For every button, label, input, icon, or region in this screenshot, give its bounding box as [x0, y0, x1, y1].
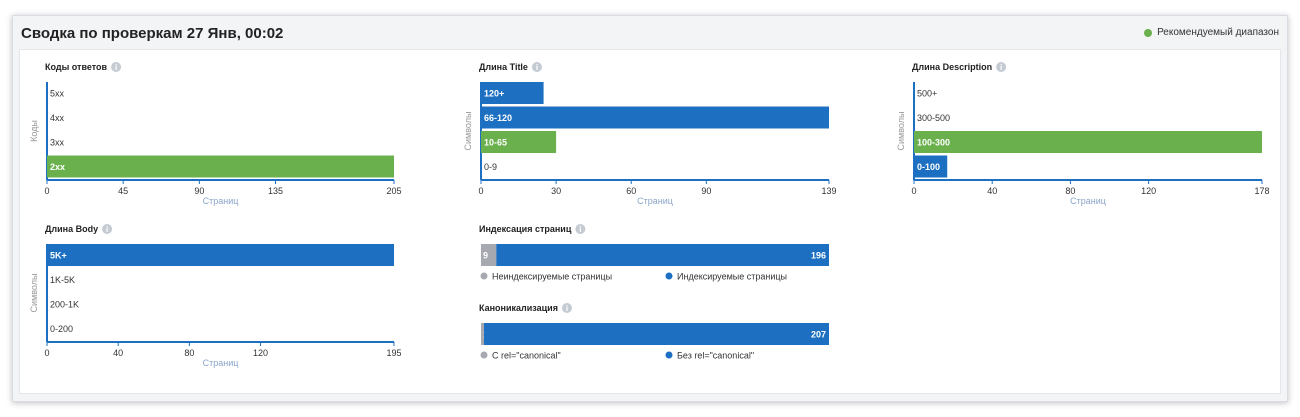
panel-header: Сводка по проверкам 27 Янв, 00:02 Рекоме…	[13, 16, 1287, 50]
charts-area: Коды ответов i Коды 5xx 4xx 3xx 2xx 0 45 90 135 205…	[19, 49, 1281, 394]
legend-dot-icon	[480, 351, 488, 359]
legend-label: С rel="canonical"	[492, 351, 561, 361]
tick-label: 30	[551, 186, 561, 196]
segment-value: 9	[483, 251, 488, 261]
info-icon[interactable]	[996, 62, 1007, 72]
info-icon[interactable]	[102, 224, 113, 234]
tick-label: 0	[44, 348, 49, 358]
tick-label: 0	[44, 186, 49, 196]
legend-label: Индексируемые страницы	[677, 272, 787, 282]
bar-120+[interactable]	[481, 82, 544, 104]
chart-title: Коды ответов	[45, 62, 108, 72]
segment-value: 207	[811, 330, 826, 340]
info-icon-glyph: i	[566, 304, 568, 313]
green-dot-icon	[1144, 28, 1153, 37]
x-axis-label: Страниц	[637, 196, 673, 206]
page-title: Сводка по проверкам 27 Янв, 00:02	[21, 25, 284, 42]
x-axis-label: Страниц	[1070, 196, 1106, 206]
tick-label: 178	[1254, 186, 1269, 196]
y-axis-label: Символы	[896, 112, 906, 151]
recommended-range-legend: Рекомендуемый диапазон	[1144, 27, 1279, 38]
category-label: 0-200	[50, 324, 73, 334]
category-label: 120+	[484, 89, 504, 99]
info-icon-glyph: i	[1000, 63, 1002, 72]
bar-2xx[interactable]	[47, 155, 394, 178]
chart-title: Длина Body	[45, 224, 98, 234]
bar-66-120[interactable]	[481, 106, 829, 129]
stacked-segment[interactable]	[496, 244, 829, 266]
bar-5K+[interactable]	[47, 244, 394, 266]
tick-label: 60	[626, 186, 636, 196]
segment-value: 196	[811, 251, 826, 261]
category-label: 100-300	[917, 138, 950, 148]
info-icon-glyph: i	[106, 225, 108, 234]
info-icon-glyph: i	[579, 225, 581, 234]
bar-0-100[interactable]	[914, 155, 948, 178]
tick-label: 80	[184, 348, 194, 358]
category-label: 4xx	[50, 113, 65, 123]
bar-100-300[interactable]	[914, 131, 1262, 153]
bar-10-65[interactable]	[481, 131, 557, 153]
tick-label: 0	[478, 186, 483, 196]
tick-label: 80	[1065, 186, 1075, 196]
tick-label: 120	[1141, 186, 1156, 196]
legend-dot-icon	[480, 272, 488, 280]
tick-label: 195	[386, 348, 401, 358]
info-icon[interactable]	[575, 224, 586, 234]
category-label: 200-1K	[50, 300, 79, 310]
tick-label: 40	[987, 186, 997, 196]
category-label: 1K-5K	[50, 275, 75, 285]
tick-label: 45	[118, 186, 128, 196]
tick-label: 135	[268, 186, 283, 196]
tick-label: 120	[253, 348, 268, 358]
stacked-segment[interactable]	[481, 323, 484, 345]
category-label: 0-100	[917, 162, 940, 172]
y-axis-label: Символы	[29, 274, 39, 313]
chart-title: Длина Title	[479, 62, 528, 72]
category-label: 2xx	[50, 162, 65, 172]
info-icon-glyph: i	[536, 63, 538, 72]
category-label: 300-500	[917, 113, 950, 123]
info-icon[interactable]	[561, 303, 572, 313]
tick-label: 40	[113, 348, 123, 358]
chart-title: Каноникализация	[479, 303, 558, 313]
category-label: 66-120	[484, 113, 512, 123]
stacked-segment[interactable]	[481, 244, 497, 266]
info-icon[interactable]	[531, 62, 542, 72]
x-axis-label: Страниц	[203, 196, 239, 206]
tick-label: 90	[701, 186, 711, 196]
legend-dot-icon	[665, 272, 673, 280]
summary-panel: Сводка по проверкам 27 Янв, 00:02 Рекоме…	[12, 15, 1288, 402]
category-label: 500+	[917, 89, 937, 99]
tick-label: 90	[194, 186, 204, 196]
info-icon[interactable]	[111, 62, 122, 72]
tick-label: 205	[386, 186, 401, 196]
category-label: 10-65	[484, 138, 507, 148]
category-label: 5K+	[50, 251, 67, 261]
category-label: 3xx	[50, 138, 65, 148]
tick-label: 139	[821, 186, 836, 196]
y-axis-label: Коды	[29, 120, 39, 142]
legend-label: Без rel="canonical"	[677, 351, 754, 361]
category-label: 0-9	[484, 162, 497, 172]
stacked-segment[interactable]	[483, 323, 829, 345]
legend-label: Неиндексируемые страницы	[492, 272, 612, 282]
x-axis-label: Страниц	[203, 358, 239, 368]
legend-label: Рекомендуемый диапазон	[1157, 27, 1279, 38]
chart-title: Длина Description	[912, 62, 992, 72]
y-axis-label: Символы	[463, 112, 473, 151]
legend-dot-icon	[665, 351, 673, 359]
info-icon-glyph: i	[115, 63, 117, 72]
chart-title: Индексация страниц	[479, 224, 572, 234]
category-label: 5xx	[50, 89, 65, 99]
tick-label: 0	[911, 186, 916, 196]
